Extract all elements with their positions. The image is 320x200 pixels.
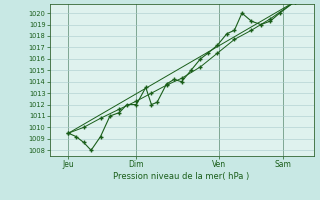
X-axis label: Pression niveau de la mer( hPa ): Pression niveau de la mer( hPa ) [114, 172, 250, 181]
